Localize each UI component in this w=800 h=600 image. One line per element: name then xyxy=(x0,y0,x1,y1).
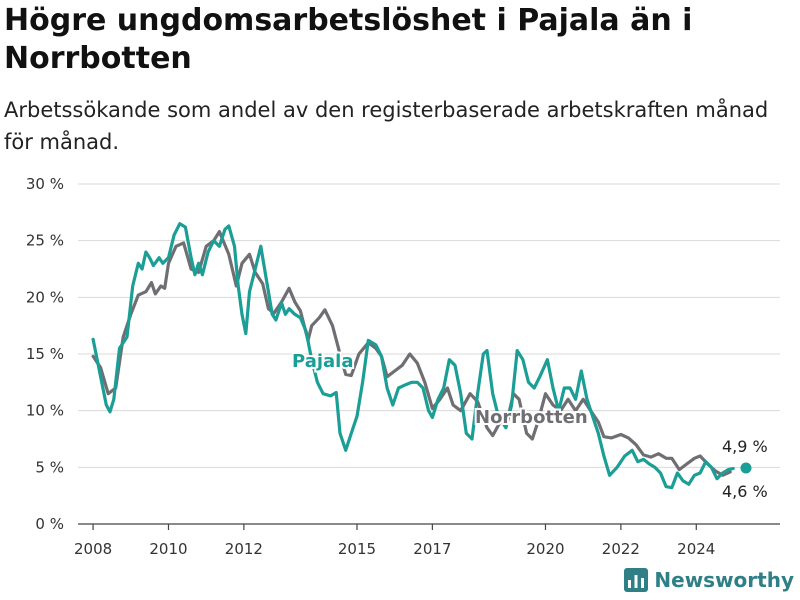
x-tick-label: 2015 xyxy=(338,540,376,558)
series-label-norrbotten: Norrbotten xyxy=(475,407,588,428)
series-line-pajala xyxy=(91,222,735,490)
x-tick-label: 2024 xyxy=(677,540,715,558)
x-tick-label: 2008 xyxy=(74,540,112,558)
series-label-pajala: Pajala xyxy=(292,351,354,372)
x-tick-label: 2020 xyxy=(526,540,564,558)
x-tick-label: 2010 xyxy=(149,540,187,558)
chart-subtitle: Arbetssökande som andel av den registerb… xyxy=(4,98,769,154)
y-tick-label: 10 % xyxy=(26,402,64,420)
y-tick-label: 20 % xyxy=(26,288,64,306)
y-tick-label: 15 % xyxy=(26,345,64,363)
pajala-end-marker xyxy=(740,462,752,474)
chart-title: Högre ungdomsarbetslöshet i Pajala än i … xyxy=(4,3,693,76)
x-tick-label: 2017 xyxy=(413,540,451,558)
x-axis: 2008 2010 2012 2015 2017 2020 2022 2024 xyxy=(74,524,715,558)
x-tick-label: 2022 xyxy=(602,540,640,558)
y-tick-label: 25 % xyxy=(26,232,64,250)
y-tick-label: 0 % xyxy=(35,515,64,533)
brand-name: Newsworthy xyxy=(654,568,794,592)
brand-logo: Newsworthy xyxy=(624,568,794,592)
y-tick-label: 30 % xyxy=(26,175,64,193)
end-label-pajala: 4,9 % xyxy=(722,437,768,456)
y-axis: 0 % 5 % 10 % 15 % 20 % 25 % 30 % xyxy=(26,175,64,533)
end-label-norrbotten: 4,6 % xyxy=(722,482,768,501)
x-tick-label: 2012 xyxy=(225,540,263,558)
newsworthy-logo-icon xyxy=(624,568,649,592)
gridlines xyxy=(78,183,780,525)
series-lines xyxy=(91,222,735,490)
series-line-norrbotten xyxy=(91,230,732,477)
y-tick-label: 5 % xyxy=(35,458,64,476)
